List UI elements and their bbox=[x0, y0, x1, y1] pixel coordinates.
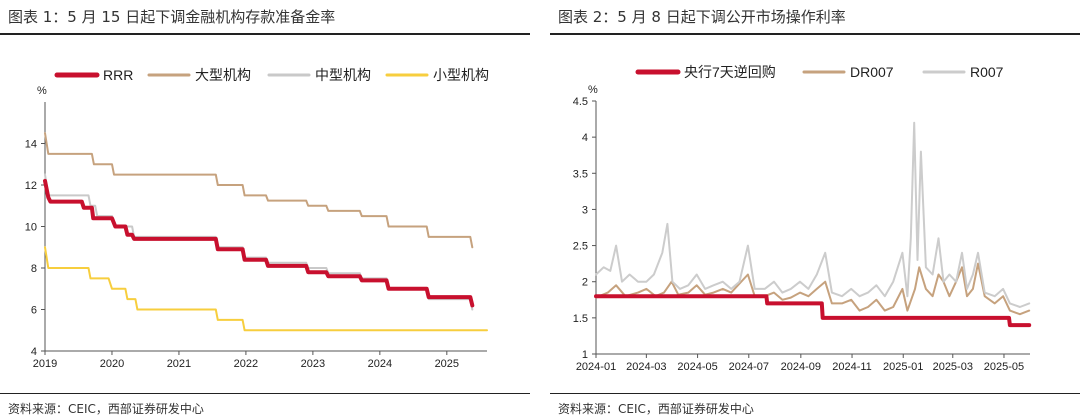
y-tick-label: 12 bbox=[25, 180, 37, 192]
x-tick-label: 2019 bbox=[33, 358, 57, 370]
series-line-r007 bbox=[595, 121, 1031, 308]
series-line-series bbox=[44, 132, 474, 249]
series-line-dr007 bbox=[595, 262, 1031, 316]
source-rule bbox=[0, 393, 530, 394]
source-note: 资料来源：CEIC，西部证券研发中心 bbox=[8, 402, 204, 416]
legend-label-series: 中型机构 bbox=[315, 67, 371, 83]
x-tick-label: 2024-09 bbox=[781, 361, 821, 373]
x-tick-label: 2025-05 bbox=[984, 361, 1024, 373]
series-line-rrr bbox=[43, 178, 475, 308]
x-tick-label: 2024-03 bbox=[626, 361, 666, 373]
legend-label-rrr: RRR bbox=[103, 67, 133, 83]
legend-label-series: 小型机构 bbox=[433, 67, 489, 83]
y-tick-label: 2 bbox=[582, 277, 588, 289]
chart-panel-left: 图表 1：5 月 15 日起下调金融机构存款准备金率 RRR 大型机构 中型机构 小型… bbox=[0, 0, 530, 420]
legend-label-series: 大型机构 bbox=[195, 67, 251, 83]
y-tick-label: 6 bbox=[31, 305, 37, 317]
x-tick-label: 2021 bbox=[167, 358, 191, 370]
x-tick-label: 2020 bbox=[100, 358, 124, 370]
x-tick-label: 2025-01 bbox=[883, 361, 923, 373]
title-rule bbox=[0, 33, 530, 35]
y-axis-unit-label: % bbox=[37, 85, 47, 97]
y-tick-label: 8 bbox=[31, 263, 37, 275]
legend-label-r007: R007 bbox=[970, 64, 1004, 80]
y-tick-label: 3 bbox=[582, 204, 588, 216]
y-tick-label: 3.5 bbox=[573, 168, 588, 180]
chart-panel-right: 图表 2：5 月 8 日起下调公开市场操作利率 央行7天逆回购 DR007 R007… bbox=[550, 0, 1080, 420]
series-line-7 bbox=[594, 294, 1032, 328]
y-tick-label: 1 bbox=[582, 349, 588, 361]
y-tick-label: 1.5 bbox=[573, 313, 588, 325]
chart-title: 图表 1：5 月 15 日起下调金融机构存款准备金率 bbox=[8, 8, 336, 26]
legend-label-dr007: DR007 bbox=[850, 64, 894, 80]
legend-label-7: 央行7天逆回购 bbox=[684, 64, 776, 80]
source-rule bbox=[550, 393, 1080, 394]
y-tick-label: 10 bbox=[25, 222, 37, 234]
x-tick-label: 2025 bbox=[435, 358, 459, 370]
omo-rate-line-chart: 央行7天逆回购 DR007 R007% 1 1.5 2 2.5 3 3.5 4 4.5 2024-01… bbox=[573, 64, 1032, 373]
y-tick-label: 4.5 bbox=[573, 96, 588, 108]
y-tick-label: 2.5 bbox=[573, 241, 588, 253]
x-tick-label: 2022 bbox=[234, 358, 258, 370]
x-tick-label: 2023 bbox=[301, 358, 325, 370]
source-note: 资料来源：CEIC，西部证券研发中心 bbox=[558, 402, 754, 416]
x-tick-label: 2024 bbox=[368, 358, 392, 370]
y-tick-label: 4 bbox=[31, 346, 37, 358]
y-tick-label: 4 bbox=[582, 132, 588, 144]
rrr-line-chart: RRR 大型机构 中型机构 小型机构% 4 6 8 10 12 14 2019 2020 2021 202… bbox=[25, 67, 489, 370]
title-rule bbox=[550, 33, 1080, 35]
x-tick-label: 2024-07 bbox=[729, 361, 769, 373]
y-axis-unit-label: % bbox=[588, 84, 598, 96]
chart-title: 图表 2：5 月 8 日起下调公开市场操作利率 bbox=[558, 8, 846, 26]
x-tick-label: 2024-05 bbox=[677, 361, 717, 373]
x-tick-label: 2025-03 bbox=[933, 361, 973, 373]
series-line-series bbox=[44, 246, 488, 332]
x-tick-label: 2024-11 bbox=[832, 361, 872, 373]
y-tick-label: 14 bbox=[25, 139, 37, 151]
x-tick-label: 2024-01 bbox=[576, 361, 616, 373]
